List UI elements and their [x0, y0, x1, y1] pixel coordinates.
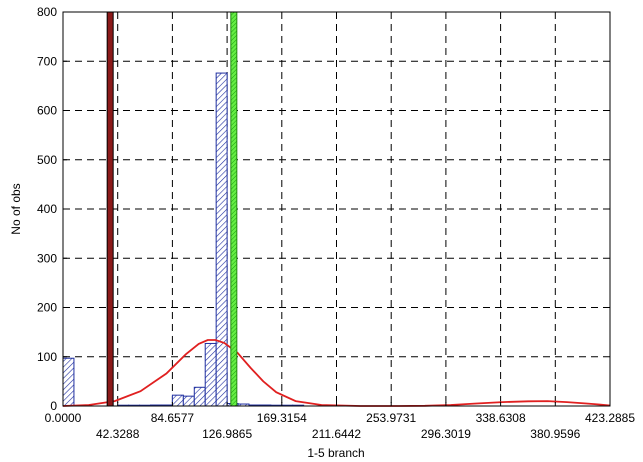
x-tick-label: 338.6308	[476, 411, 526, 425]
x-tick-label: 253.9731	[366, 411, 416, 425]
y-tick-label: 700	[37, 54, 57, 68]
x-tick-label: 211.6442	[312, 427, 361, 441]
y-tick-label: 400	[37, 202, 57, 216]
y-tick-label: 100	[37, 350, 57, 364]
x-tick-label: 169.3154	[257, 411, 307, 425]
x-tick-label: 0.0000	[45, 411, 82, 425]
y-tick-label: 200	[37, 301, 57, 315]
x-tick-label: 380.9596	[530, 427, 580, 441]
y-tick-label: 600	[37, 104, 57, 118]
x-axis-title: 1-5 branch	[307, 446, 364, 460]
x-tick-label: 84.6577	[151, 411, 195, 425]
histogram-bar	[62, 357, 75, 407]
y-tick-label: 300	[37, 251, 57, 265]
fit-curve-line	[62, 339, 611, 407]
x-tick-label: 126.9865	[202, 427, 252, 441]
y-tick-label: 0	[50, 399, 57, 413]
histogram-bar	[193, 386, 206, 407]
y-tick-label: 500	[37, 153, 57, 167]
x-tick-label: 423.2885	[585, 411, 635, 425]
marker-green	[230, 11, 238, 407]
marker-dark-red	[106, 11, 114, 407]
y-tick-label: 800	[37, 5, 57, 19]
x-tick-label: 42.3288	[96, 427, 140, 441]
fit-curve	[62, 339, 611, 407]
histogram-bar	[204, 342, 217, 407]
histogram-bar	[215, 72, 228, 407]
y-axis-title: No of obs	[9, 183, 23, 234]
histogram-bar	[171, 394, 184, 407]
x-tick-label: 296.3019	[421, 427, 471, 441]
tick-labels: 0.0000 42.3288 84.6577 126.9865 169.3154 211.…	[37, 5, 635, 441]
histogram-bar	[182, 395, 195, 407]
